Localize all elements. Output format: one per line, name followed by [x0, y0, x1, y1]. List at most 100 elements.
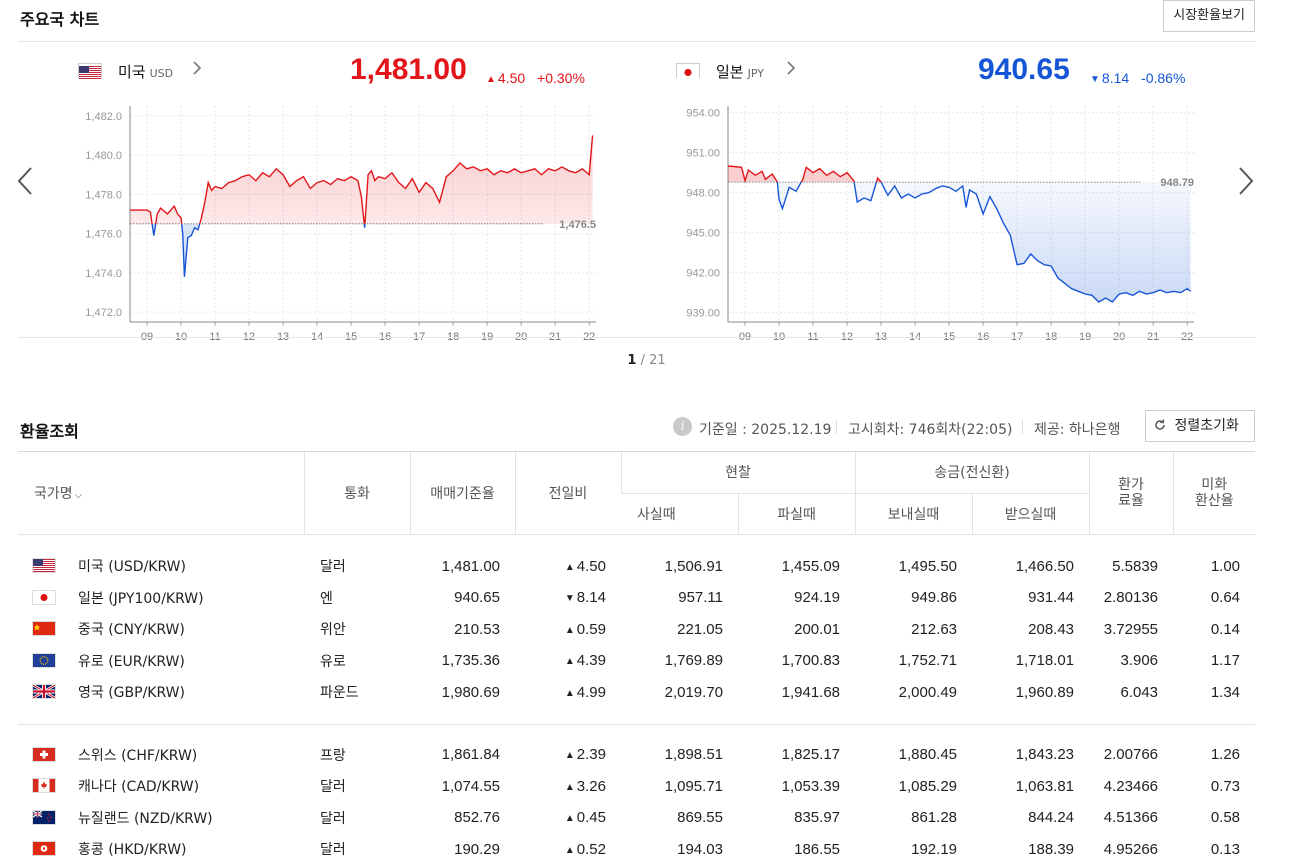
usd-change: 4.50 +0.30% — [486, 70, 585, 86]
header-wire-receive[interactable]: 받으실때 — [971, 492, 1090, 535]
exchange-fee: 5.5839 — [1112, 557, 1159, 575]
table-row[interactable]: 중국 (CNY/KRW) 위안 210.53 0.59 221.05 200.01 212.… — [18, 614, 1255, 646]
triangle-up-icon — [565, 684, 577, 701]
currency-unit: 위안 — [320, 622, 346, 639]
area-above-baseline — [728, 166, 1191, 183]
base-rate: 1,074.55 — [441, 777, 500, 795]
wire-send: 192.19 — [911, 840, 958, 858]
chevron-right-icon[interactable] — [192, 60, 202, 79]
change-value: 2.39 — [576, 746, 606, 764]
header-exchange-fee[interactable]: 환가 료율 — [1088, 451, 1174, 535]
currency-unit: 프랑 — [320, 747, 346, 764]
wire-receive: 1,466.50 — [1015, 557, 1075, 575]
country-cell: 뉴질랜드 (NZD/KRW) — [18, 802, 304, 834]
provider-text: 제공: 하나은행 — [1034, 422, 1121, 438]
info-icon[interactable]: i — [673, 417, 692, 436]
cash-sell: 200.01 — [794, 620, 841, 638]
cash-sell: 1,825.17 — [781, 746, 841, 764]
country-name[interactable]: 중국 (CNY/KRW) — [78, 622, 185, 639]
cash-buy: 1,898.51 — [664, 746, 723, 764]
table-row[interactable]: 캐나다 (CAD/KRW) 달러 1,074.55 3.26 1,095.71 1,053… — [18, 771, 1255, 803]
country-name[interactable]: 캐나다 (CAD/KRW) — [78, 779, 200, 796]
country-name[interactable]: 홍콩 (HKD/KRW) — [78, 842, 187, 859]
wire-send: 2,000.49 — [898, 683, 958, 701]
usd-rate: 1.17 — [1210, 652, 1241, 670]
prev-arrow-icon[interactable] — [16, 166, 34, 201]
table-row[interactable]: 뉴질랜드 (NZD/KRW) 달러 852.76 0.45 869.55 835.97 86… — [18, 802, 1255, 834]
table-row[interactable]: 스위스 (CHF/KRW) 프랑 1,861.84 2.39 1,898.51 1,825… — [18, 739, 1255, 771]
cash-buy: 957.11 — [678, 589, 723, 607]
triangle-down-icon — [565, 589, 577, 606]
cash-buy: 2,019.70 — [664, 683, 723, 701]
currency-unit: 파운드 — [320, 685, 359, 702]
header-currency[interactable]: 통화 — [303, 451, 410, 535]
usd-line-chart: 1,472.0 1,474.0 1,476.0 1,478.0 1,480.0 1,482… — [85, 106, 596, 343]
wire-send: 861.28 — [911, 809, 958, 827]
group-spacer — [18, 708, 1255, 724]
country-name[interactable]: 뉴질랜드 (NZD/KRW) — [78, 810, 213, 827]
table-row[interactable]: 유로 (EUR/KRW) 유로 1,735.36 4.39 1,769.89 1,700.… — [18, 645, 1255, 677]
usd-rate: 0.13 — [1210, 840, 1241, 858]
country-name[interactable]: 일본 (JPY100/KRW) — [78, 590, 204, 607]
table-row[interactable]: 영국 (GBP/KRW) 파운드 1,980.69 4.99 2,019.70 1,941… — [18, 677, 1255, 709]
gb-flag-icon — [32, 684, 56, 700]
market-rate-button[interactable]: 시장환율보기 — [1163, 0, 1255, 32]
header-wire-send[interactable]: 보내실때 — [854, 492, 973, 535]
country-cell: 홍콩 (HKD/KRW) — [18, 834, 304, 863]
y-tick-label: 945.00 — [686, 228, 720, 240]
usd-rate: 0.14 — [1210, 620, 1241, 638]
y-tick-label: 1,482.0 — [85, 111, 122, 123]
header-cash-buy[interactable]: 사실때 — [621, 492, 738, 535]
header-usd-rate[interactable]: 미화 환산율 — [1172, 451, 1256, 535]
table-top-spacer — [18, 535, 1255, 551]
base-rate: 940.65 — [454, 589, 500, 607]
header-country[interactable]: 국가명 ⌵ — [18, 451, 304, 535]
triangle-up-icon — [565, 621, 577, 638]
chart-pager: 1 / 21 — [627, 353, 666, 368]
country-name[interactable]: 스위스 (CHF/KRW) — [78, 747, 198, 764]
country-name[interactable]: 미국 (USD/KRW) — [78, 559, 186, 576]
base-rate: 1,980.69 — [441, 683, 500, 701]
group-spacer-cell — [18, 725, 1255, 739]
usd-price: 1,481.00 — [350, 53, 467, 86]
cash-sell: 1,455.09 — [781, 557, 841, 575]
wire-send: 949.86 — [911, 589, 958, 607]
chevron-down-icon: ⌵ — [74, 490, 83, 501]
currency-unit: 엔 — [320, 590, 333, 607]
next-arrow-icon[interactable] — [1237, 166, 1255, 201]
group-divider-cell — [18, 723, 1256, 725]
country-name[interactable]: 유로 (EUR/KRW) — [78, 653, 185, 670]
chevron-right-icon[interactable] — [786, 60, 796, 79]
country-cell: 일본 (JPY100/KRW) — [18, 582, 304, 614]
base-rate: 852.76 — [454, 809, 500, 827]
triangle-up-icon — [565, 652, 577, 669]
country-name[interactable]: 영국 (GBP/KRW) — [78, 685, 185, 702]
reset-sort-button[interactable]: 정렬초기화 — [1145, 410, 1255, 442]
base-rate: 190.29 — [454, 840, 500, 858]
base-rate: 1,861.84 — [441, 746, 500, 764]
header-change[interactable]: 전일비 — [514, 451, 621, 535]
chart-jpy-name[interactable]: 일본 JPY — [716, 63, 764, 81]
table-row[interactable]: 일본 (JPY100/KRW) 엔 940.65 8.14 957.11 924.19 94… — [18, 582, 1255, 614]
us-flag-icon — [78, 63, 102, 79]
y-tick-label: 1,480.0 — [85, 150, 122, 162]
cash-sell: 1,941.68 — [781, 683, 841, 701]
table-row[interactable]: 미국 (USD/KRW) 달러 1,481.00 4.50 1,506.91 1,455.… — [18, 551, 1255, 583]
header-base-rate[interactable]: 매매기준율 — [409, 451, 515, 535]
header-cash-sell[interactable]: 파실때 — [737, 492, 856, 535]
change-cell: 8.14 — [515, 582, 621, 614]
currency-unit: 달러 — [320, 810, 346, 827]
change-cell: 4.39 — [515, 645, 621, 677]
chart-usd-name[interactable]: 미국 USD — [118, 63, 174, 81]
wire-receive: 188.39 — [1028, 840, 1075, 858]
series-line-up — [130, 135, 594, 224]
group-divider — [18, 723, 1256, 725]
jp-flag-icon — [676, 63, 700, 79]
rate-section-title: 환율조회 — [20, 422, 79, 441]
table-row[interactable]: 홍콩 (HKD/KRW) 달러 190.29 0.52 194.03 186.55 192.… — [18, 834, 1255, 863]
divider — [836, 420, 837, 434]
jpy-change: 8.14 -0.86% — [1090, 70, 1185, 86]
cash-sell: 1,053.39 — [781, 777, 841, 795]
